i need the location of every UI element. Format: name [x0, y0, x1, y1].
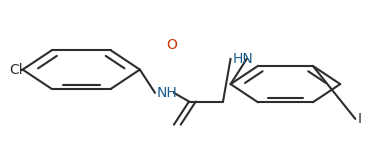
Text: NH: NH: [157, 86, 178, 100]
Text: I: I: [357, 112, 361, 126]
Text: HN: HN: [232, 52, 253, 66]
Text: O: O: [167, 38, 177, 52]
Text: Cl: Cl: [9, 63, 23, 77]
